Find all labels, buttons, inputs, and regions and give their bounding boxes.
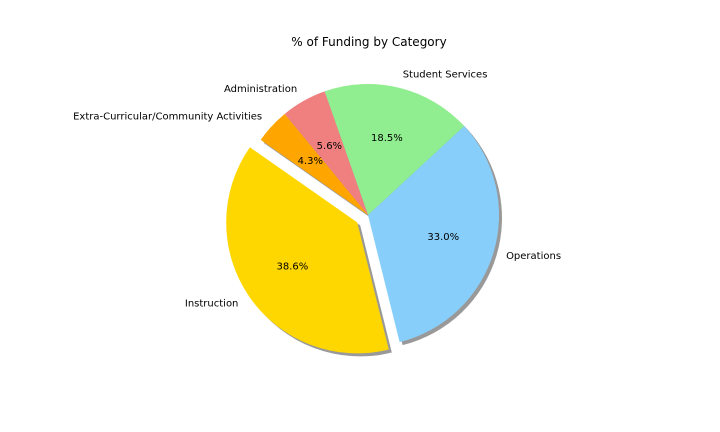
pct-label-student-services: 18.5% (371, 133, 403, 144)
category-label-student-services: Student Services (403, 70, 488, 81)
pct-label-instruction: 38.6% (277, 261, 309, 272)
pct-label-administration: 5.6% (317, 141, 342, 152)
slice-operations (368, 126, 499, 343)
slice-instruction (226, 147, 389, 354)
pie-wedges (226, 83, 499, 354)
pct-label-operations: 33.0% (427, 232, 459, 243)
category-label-operations: Operations (506, 251, 561, 262)
slice-administration (284, 91, 368, 215)
slice-student-services (324, 83, 465, 215)
chart-title: % of Funding by Category (291, 35, 446, 49)
category-label-instruction: Instruction (185, 298, 239, 309)
slice-extra-curricular-community-activities (260, 113, 368, 215)
pct-label-extra-curricular-community-activities: 4.3% (298, 156, 323, 167)
pie-labels: 38.6% Instruction 33.0% Operations 18.5% Stud… (73, 70, 561, 310)
category-label-administration: Administration (224, 84, 297, 95)
category-label-extra-curricular-community-activities: Extra-Curricular/Community Activities (73, 112, 262, 123)
